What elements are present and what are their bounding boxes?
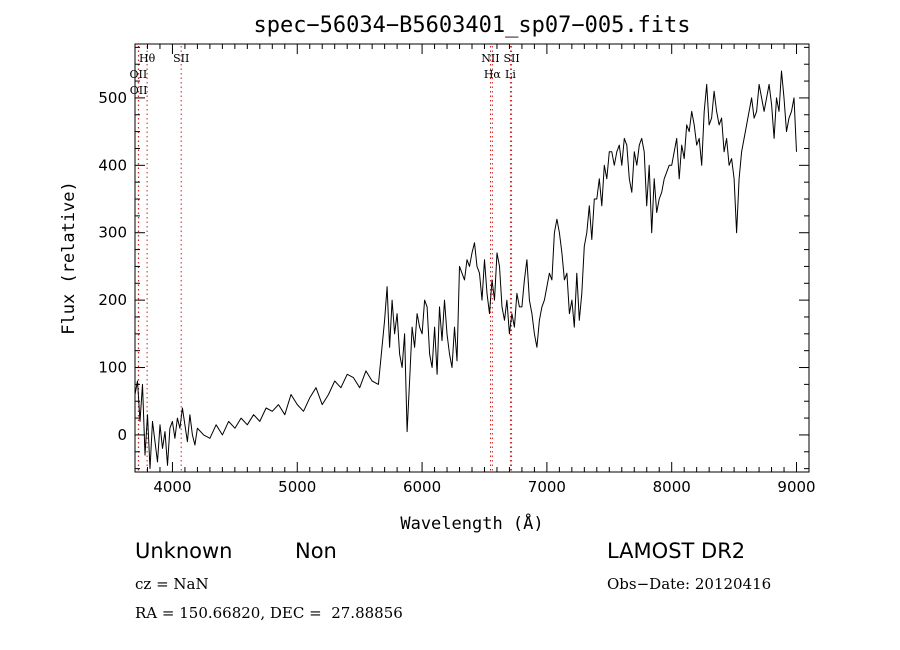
- spectrum-series: [134, 70, 797, 470]
- redshift-cz: cz = NaN: [135, 575, 209, 593]
- chart-title: spec−56034−B5603401_sp07−005.fits: [253, 13, 690, 38]
- spectral-line-label: Li: [505, 68, 516, 81]
- y-axis-label: Flux (relative): [59, 181, 79, 335]
- x-tick-label: 5000: [278, 478, 316, 496]
- y-tick-label: 100: [98, 359, 127, 377]
- spectral-line-label: OII: [130, 84, 148, 97]
- spectral-line-label: SII: [173, 52, 189, 65]
- observation-date: Obs−Date: 20120416: [607, 575, 772, 593]
- y-tick-label: 300: [98, 224, 127, 242]
- spectral-line-label: NII: [481, 52, 499, 65]
- survey-name: LAMOST DR2: [607, 539, 746, 563]
- object-class: Unknown: [135, 539, 233, 563]
- y-tick-label: 400: [98, 156, 127, 174]
- spectral-line-label: SII: [503, 52, 519, 65]
- x-tick-label: 6000: [403, 478, 441, 496]
- x-tick-label: 7000: [528, 478, 566, 496]
- x-axis-label: Wavelength (Å): [400, 512, 543, 534]
- spectral-line-label: Hθ: [139, 52, 156, 65]
- x-tick-label: 9000: [777, 478, 815, 496]
- object-subclass: Non: [295, 539, 337, 563]
- x-tick-label: 8000: [653, 478, 691, 496]
- y-tick-label: 500: [98, 89, 127, 107]
- spectral-line-label: Hα: [484, 68, 502, 81]
- coordinates: RA = 150.66820, DEC = 27.88856: [135, 604, 403, 622]
- y-tick-label: 200: [98, 291, 127, 309]
- x-tick-label: 4000: [153, 478, 191, 496]
- y-tick-label: 0: [117, 426, 127, 444]
